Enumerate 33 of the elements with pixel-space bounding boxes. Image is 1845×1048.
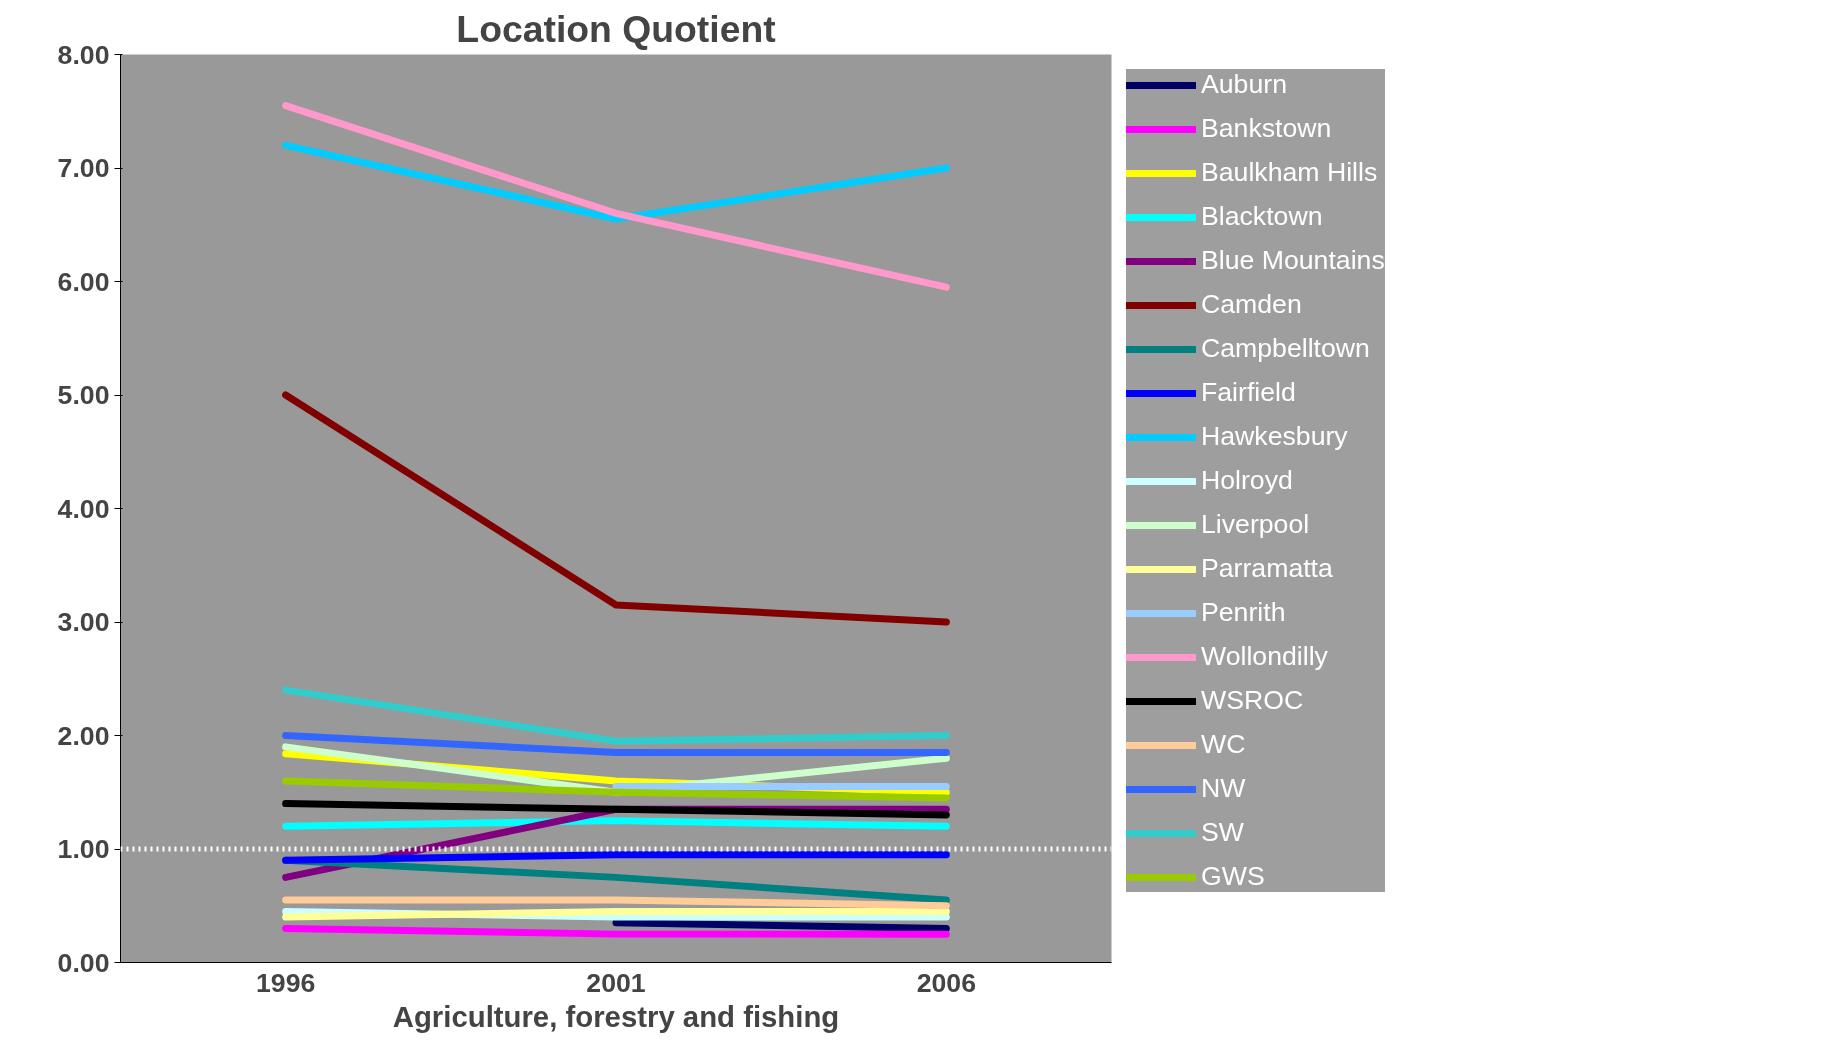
y-tick-label: 2.00: [57, 720, 110, 751]
legend-label: Auburn: [1201, 69, 1287, 100]
legend-label: Fairfield: [1201, 377, 1296, 408]
legend-label: Wollondilly: [1201, 641, 1328, 672]
legend-label: WC: [1201, 729, 1246, 760]
legend-label: GWS: [1201, 861, 1265, 892]
legend-label: Parramatta: [1201, 553, 1333, 584]
y-tick-label: 8.00: [57, 39, 110, 70]
chart-title: Location Quotient: [456, 7, 776, 50]
legend-label: SW: [1201, 817, 1244, 848]
legend-label: NW: [1201, 773, 1246, 804]
legend-label: Blacktown: [1201, 201, 1323, 232]
y-tick-label: 6.00: [57, 266, 110, 297]
legend-label: Campbelltown: [1201, 333, 1370, 364]
x-tick-label: 2006: [916, 967, 976, 998]
y-tick-label: 4.00: [57, 493, 110, 524]
legend-label: Holroyd: [1201, 465, 1293, 496]
legend-label: Liverpool: [1201, 509, 1310, 540]
legend-label: Hawkesbury: [1201, 421, 1348, 452]
legend-label: Blue Mountains: [1201, 245, 1385, 276]
y-tick-label: 5.00: [57, 380, 110, 410]
legend-label: WSROC: [1201, 685, 1304, 716]
y-tick-label: 7.00: [57, 153, 110, 183]
legend-label: Bankstown: [1201, 113, 1332, 144]
y-tick-label: 3.00: [57, 607, 110, 637]
x-tick-label: 2001: [586, 967, 646, 998]
x-tick-label: 1996: [256, 967, 316, 998]
legend-label: Baulkham Hills: [1201, 157, 1378, 188]
x-axis-title: Agriculture, forestry and fishing: [392, 999, 840, 1033]
legend-label: Penrith: [1201, 597, 1286, 628]
legend-label: Camden: [1201, 289, 1302, 320]
y-tick-label: 0.00: [57, 947, 110, 978]
y-tick-label: 1.00: [57, 834, 110, 864]
